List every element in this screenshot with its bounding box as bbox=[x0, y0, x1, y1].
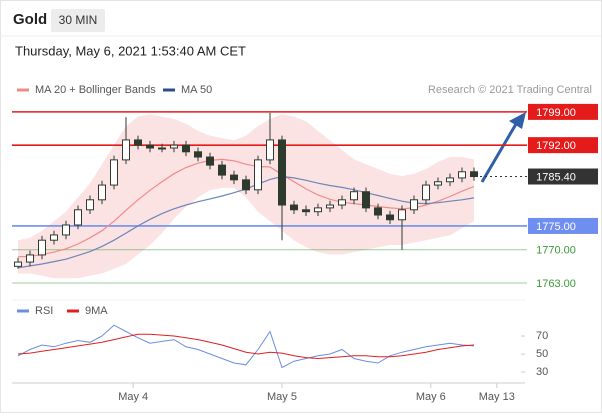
candle-body bbox=[386, 214, 394, 221]
candle-body bbox=[422, 184, 430, 201]
candle-body bbox=[50, 234, 58, 241]
candle-body bbox=[134, 139, 142, 146]
candle-body bbox=[290, 204, 298, 211]
indicator-line bbox=[17, 324, 475, 369]
x-tick-label: May 5 bbox=[267, 391, 297, 403]
candle-body bbox=[254, 159, 262, 191]
legend-label: MA 50 bbox=[181, 84, 212, 96]
candle-body bbox=[374, 207, 382, 216]
candle-body bbox=[230, 174, 238, 181]
candle-body bbox=[158, 147, 166, 150]
candle-body bbox=[86, 199, 94, 211]
candle-body bbox=[98, 184, 106, 201]
ma-line bbox=[17, 158, 475, 258]
forecast-arrow bbox=[480, 123, 518, 183]
y-tick-label: 30 bbox=[536, 366, 548, 378]
candle-body bbox=[194, 151, 202, 158]
bollinger-band bbox=[18, 114, 474, 279]
level-label: 1763.00 bbox=[536, 278, 576, 290]
candle-body bbox=[122, 139, 130, 161]
level-label-box bbox=[528, 137, 598, 154]
legend-label: RSI bbox=[35, 305, 53, 317]
y-tick-label: 50 bbox=[536, 348, 548, 360]
candle-body bbox=[410, 199, 418, 211]
candle-body bbox=[146, 144, 154, 149]
instrument-title: Gold bbox=[13, 11, 47, 28]
level-label: 1792.00 bbox=[536, 140, 576, 152]
datetime: Thursday, May 6, 2021 1:53:40 AM CET bbox=[15, 43, 246, 58]
timeframe-badge[interactable] bbox=[51, 9, 105, 32]
candle-body bbox=[266, 139, 274, 161]
candle-body bbox=[206, 156, 214, 166]
timeframe[interactable]: 30 MIN bbox=[59, 13, 98, 27]
candle-body bbox=[110, 159, 118, 186]
level-label: 1799.00 bbox=[536, 107, 576, 119]
level-label: 1770.00 bbox=[536, 245, 576, 257]
indicator-line bbox=[17, 333, 475, 360]
source: Research © 2021 Trading Central bbox=[428, 84, 592, 96]
x-tick-label: May 4 bbox=[118, 391, 148, 403]
candle-body bbox=[434, 181, 442, 186]
candle-body bbox=[74, 209, 82, 226]
legend-label: MA 20 + Bollinger Bands bbox=[35, 84, 156, 96]
candle-body bbox=[38, 239, 46, 256]
candle-body bbox=[14, 261, 22, 267]
candle-body bbox=[170, 144, 178, 149]
candle-body bbox=[338, 199, 346, 206]
candle-body bbox=[62, 224, 70, 236]
candle-body bbox=[350, 191, 358, 201]
level-label-box bbox=[528, 217, 598, 234]
candle-body bbox=[242, 179, 250, 191]
level-label-box bbox=[528, 168, 598, 185]
legend-label: 9MA bbox=[85, 305, 108, 317]
candle-body bbox=[278, 139, 286, 206]
candle-body bbox=[26, 254, 34, 263]
candle-body bbox=[470, 171, 478, 178]
level-label-box bbox=[528, 103, 598, 120]
candle-body bbox=[182, 144, 190, 153]
candle-body bbox=[314, 207, 322, 213]
level-label: 1785.40 bbox=[536, 171, 576, 183]
candle-body bbox=[302, 209, 310, 213]
x-tick-label: May 6 bbox=[416, 391, 446, 403]
candle-body bbox=[446, 177, 454, 183]
y-tick-label: 70 bbox=[536, 330, 548, 342]
candle-body bbox=[218, 164, 226, 176]
x-tick-label: May 13 bbox=[479, 391, 515, 403]
candle-body bbox=[326, 204, 334, 209]
level-label: 1775.00 bbox=[536, 221, 576, 233]
candle-body bbox=[362, 191, 370, 209]
forecast-arrowhead bbox=[509, 112, 526, 129]
candle-body bbox=[458, 171, 466, 179]
candle-body bbox=[398, 209, 406, 221]
